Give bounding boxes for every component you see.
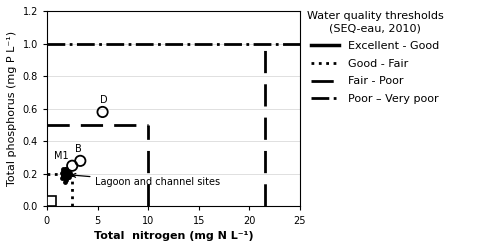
Point [62, 169, 70, 173]
Point [61, 171, 69, 175]
Point [63, 169, 71, 173]
Point [59, 173, 67, 177]
Point [64, 173, 72, 177]
Point [98, 110, 106, 114]
Point [62, 170, 70, 174]
Point [61, 171, 69, 175]
X-axis label: Total  nitrogen (mg N L⁻¹): Total nitrogen (mg N L⁻¹) [94, 231, 254, 241]
Text: M1: M1 [54, 151, 68, 161]
Point [61, 173, 69, 177]
Point [64, 174, 72, 178]
Point [61, 172, 69, 176]
Point [60, 172, 68, 176]
Point [62, 172, 70, 176]
Point [65, 170, 73, 174]
Point [64, 175, 72, 179]
Point [68, 164, 76, 168]
Point [62, 173, 70, 177]
Point [61, 181, 69, 185]
Point [65, 171, 73, 175]
Point [60, 174, 68, 178]
Point [58, 173, 66, 177]
Point [60, 174, 68, 178]
Point [60, 174, 68, 178]
Point [60, 171, 68, 175]
Point [62, 169, 70, 173]
Point [61, 173, 69, 177]
Point [63, 172, 71, 176]
Point [58, 171, 66, 175]
Point [62, 176, 70, 180]
Y-axis label: Total phosphorus (mg P L⁻¹): Total phosphorus (mg P L⁻¹) [7, 31, 17, 186]
Point [62, 169, 70, 173]
Bar [48, 196, 56, 207]
Point [76, 159, 84, 163]
Point [62, 174, 70, 178]
Point [64, 171, 72, 175]
Text: Lagoon and channel sites: Lagoon and channel sites [72, 173, 221, 187]
Point [60, 177, 68, 181]
Text: B: B [75, 144, 82, 154]
Point [62, 169, 70, 173]
Point [60, 172, 68, 176]
Point [62, 178, 70, 182]
Text: D: D [100, 95, 107, 105]
Point [64, 172, 72, 176]
Legend: Excellent - Good, Good - Fair, Fair - Poor, Poor – Very poor: Excellent - Good, Good - Fair, Fair - Po… [302, 7, 448, 109]
Point [63, 173, 71, 177]
Point [62, 167, 70, 171]
Point [62, 173, 70, 177]
Point [66, 171, 74, 175]
Point [62, 169, 70, 173]
Point [60, 174, 68, 178]
Point [66, 175, 74, 179]
Point [58, 169, 66, 173]
Point [63, 169, 71, 173]
Point [63, 171, 71, 175]
Point [61, 167, 69, 171]
Point [58, 176, 66, 180]
Point [61, 173, 69, 177]
Point [62, 167, 70, 171]
Point [60, 167, 68, 171]
